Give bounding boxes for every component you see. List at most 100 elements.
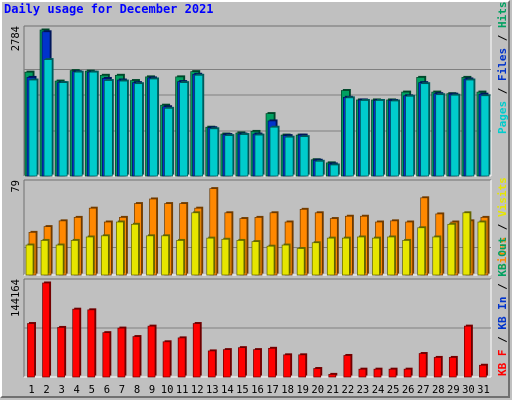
bar-hits-day-7 (119, 80, 128, 177)
bar-kbytes-day-26 (403, 368, 412, 378)
x-label-day-17: 17 (266, 384, 279, 396)
bar-visits-day-3 (55, 244, 64, 276)
x-label-day-5: 5 (89, 384, 95, 396)
bar-kbytes-day-18 (283, 354, 291, 378)
bar-kbytes-day-20 (313, 368, 322, 378)
bar-hits-day-25 (390, 100, 399, 177)
bar-visits-day-4 (70, 240, 79, 276)
bar-kbytes-day-27 (418, 353, 427, 378)
bar-visits-day-17 (266, 245, 275, 276)
bar-visits-day-14 (221, 238, 230, 276)
legend-middle: Sites / Visits (496, 177, 509, 270)
y-max-label-bottom: 144164 (10, 279, 22, 317)
bar-kbytes-day-14 (222, 349, 231, 378)
bar-visits-day-9 (146, 235, 154, 276)
bar-visits-day-24 (372, 237, 380, 276)
bar-kbytes-day-15 (238, 347, 246, 378)
bar-kbytes-day-12 (192, 323, 201, 378)
bar-hits-day-19 (299, 136, 309, 177)
bar-hits-day-23 (360, 100, 369, 177)
bar-visits-day-1 (25, 244, 34, 276)
x-label-day-4: 4 (74, 384, 80, 396)
bar-hits-day-11 (179, 82, 188, 177)
bar-hits-day-30 (465, 79, 475, 177)
x-label-day-31: 31 (477, 384, 490, 396)
x-label-day-11: 11 (176, 384, 189, 396)
x-label-day-8: 8 (134, 384, 140, 396)
bar-hits-day-9 (149, 78, 158, 177)
bar-kbytes-day-25 (388, 368, 397, 378)
bar-visits-day-28 (432, 236, 441, 276)
bar-visits-day-31 (477, 221, 486, 276)
bar-kbytes-day-5 (87, 309, 96, 378)
bar-kbytes-day-19 (298, 354, 307, 378)
x-label-day-27: 27 (417, 384, 430, 396)
bar-kbytes-day-31 (479, 364, 487, 378)
bar-kbytes-day-8 (132, 336, 141, 378)
bar-kbytes-day-2 (42, 282, 50, 378)
bar-hits-day-27 (420, 83, 430, 177)
x-label-day-13: 13 (206, 384, 219, 396)
x-label-day-22: 22 (342, 384, 355, 396)
bar-hits-day-21 (329, 164, 339, 177)
bar-visits-day-12 (191, 212, 200, 276)
bar-kbytes-day-21 (328, 374, 337, 378)
bar-hits-day-5 (88, 71, 98, 177)
bar-hits-day-2 (43, 59, 53, 177)
bar-visits-day-19 (296, 248, 305, 276)
bar-kbytes-day-3 (57, 327, 65, 378)
bar-visits-day-27 (417, 227, 426, 276)
bar-kbytes-day-4 (72, 308, 81, 378)
bar-visits-day-26 (402, 240, 410, 276)
bar-hits-day-8 (134, 83, 143, 177)
x-label-day-9: 9 (149, 384, 155, 396)
x-label-day-2: 2 (43, 384, 49, 396)
x-label-day-30: 30 (462, 384, 475, 396)
bar-kbytes-day-28 (433, 357, 442, 378)
x-label-day-7: 7 (119, 384, 125, 396)
bar-hits-day-18 (284, 136, 294, 177)
bar-hits-day-28 (435, 94, 445, 177)
bar-hits-day-1 (28, 79, 38, 177)
x-label-day-21: 21 (326, 384, 339, 396)
bar-visits-day-8 (131, 223, 139, 276)
bar-visits-day-16 (251, 241, 260, 276)
bar-hits-day-15 (239, 134, 249, 177)
bar-hits-day-24 (375, 100, 384, 177)
bar-visits-day-29 (447, 223, 456, 276)
x-label-day-6: 6 (104, 384, 110, 396)
x-label-day-1: 1 (28, 384, 34, 396)
bar-kbytes-day-7 (117, 327, 126, 378)
chart-title: Daily usage for December 2021 (4, 2, 214, 16)
bar-visits-day-15 (236, 240, 245, 276)
bar-visits-day-7 (116, 221, 124, 276)
bar-hits-day-16 (254, 134, 264, 177)
bar-visits-day-25 (387, 236, 395, 276)
x-label-day-18: 18 (281, 384, 294, 396)
bar-hits-day-12 (194, 74, 204, 177)
x-label-day-29: 29 (447, 384, 460, 396)
bar-visits-day-13 (206, 237, 215, 276)
legend-top: Pages / Files / Hits (496, 2, 509, 135)
bar-kbytes-day-16 (253, 349, 261, 378)
bar-kbytes-day-11 (177, 337, 186, 378)
bar-visits-day-23 (357, 236, 365, 276)
bar-visits-day-20 (311, 242, 320, 276)
bar-hits-day-20 (314, 160, 324, 177)
x-label-day-19: 19 (296, 384, 309, 396)
y-max-label-middle: 79 (10, 180, 22, 193)
x-label-day-26: 26 (402, 384, 415, 396)
bar-kbytes-day-23 (358, 368, 367, 378)
x-label-day-28: 28 (432, 384, 445, 396)
bar-kbytes-day-10 (162, 341, 171, 378)
bar-visits-day-11 (176, 240, 184, 276)
bar-visits-day-30 (462, 212, 471, 276)
bar-kbytes-day-9 (147, 325, 156, 378)
legend-bottom: KB F / KB In / KB Out (496, 237, 509, 376)
bar-kbytes-day-17 (268, 347, 276, 378)
bar-hits-day-14 (224, 135, 234, 177)
bar-kbytes-day-6 (102, 332, 111, 378)
bar-kbytes-day-29 (448, 357, 457, 378)
x-label-day-20: 20 (311, 384, 324, 396)
